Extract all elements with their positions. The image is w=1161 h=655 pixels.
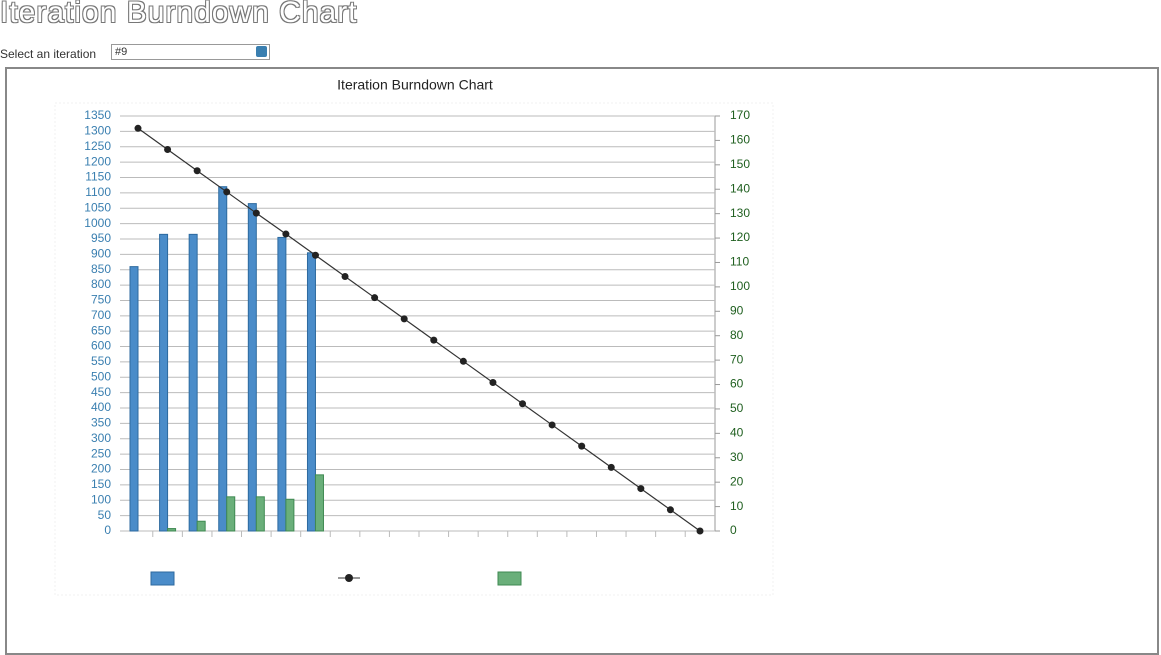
- y2-tick-label: 90: [730, 303, 744, 317]
- y2-tick-label: 130: [730, 206, 750, 220]
- y-tick-label: 1100: [85, 185, 111, 199]
- line-point: [430, 336, 438, 344]
- line-point: [548, 421, 556, 429]
- line-point: [489, 379, 497, 387]
- y-tick-label: 1000: [84, 216, 111, 230]
- line-point: [193, 167, 201, 175]
- y-tick-label: 100: [91, 492, 111, 506]
- line-point: [696, 527, 704, 535]
- line-point: [134, 124, 142, 132]
- y-tick-label: 1150: [85, 170, 111, 184]
- select-label: Select an iteration: [0, 47, 97, 61]
- line-point: [459, 357, 467, 365]
- y-tick-label: 350: [91, 416, 111, 430]
- line-point: [311, 251, 319, 259]
- line-point: [666, 506, 674, 514]
- bar: [226, 496, 236, 532]
- y2-tick-label: 70: [730, 352, 744, 366]
- y-tick-label: 1350: [84, 108, 111, 122]
- line-point: [223, 188, 231, 196]
- y-tick-label: 650: [91, 323, 111, 337]
- y-tick-label: 550: [91, 354, 111, 368]
- y-tick-label: 700: [91, 308, 111, 322]
- line-point: [252, 209, 260, 217]
- y-tick-label: 1200: [84, 154, 111, 168]
- y2-tick-label: 150: [730, 157, 750, 171]
- bar: [247, 203, 257, 532]
- y-tick-label: 950: [91, 231, 111, 245]
- y-tick-label: 150: [91, 477, 111, 491]
- bar: [306, 252, 316, 532]
- y-tick-label: 750: [91, 293, 111, 307]
- ideal-line: [137, 127, 701, 532]
- bar: [167, 528, 177, 532]
- bar: [218, 186, 228, 532]
- y2-tick-label: 30: [730, 450, 744, 464]
- y2-tick-label: 40: [730, 426, 744, 440]
- bar: [129, 266, 139, 532]
- y-tick-label: 200: [91, 462, 111, 476]
- y-tick-label: 300: [91, 431, 111, 445]
- chart-frame: [5, 67, 1159, 655]
- y-tick-label: 900: [91, 247, 111, 261]
- y-tick-label: 450: [91, 385, 111, 399]
- y2-tick-label: 140: [730, 181, 750, 195]
- bar: [159, 233, 169, 532]
- select-button[interactable]: [256, 46, 267, 57]
- y-tick-label: 1300: [84, 124, 111, 138]
- bar: [277, 236, 287, 532]
- line-point: [637, 485, 645, 493]
- y2-tick-label: 120: [730, 230, 750, 244]
- iteration-select[interactable]: #9: [111, 44, 270, 60]
- page-title: Iteration Burndown Chart: [0, 0, 358, 29]
- y2-tick-label: 10: [730, 499, 744, 513]
- bar: [196, 520, 206, 532]
- y-tick-label: 50: [98, 508, 112, 522]
- y-tick-label: 500: [91, 369, 111, 383]
- y-tick-label: 250: [91, 446, 111, 460]
- legend-swatch: [150, 571, 175, 586]
- y2-tick-label: 80: [730, 328, 744, 342]
- bar: [188, 233, 198, 532]
- line-point: [341, 272, 349, 280]
- line-point: [371, 294, 379, 302]
- y-tick-label: 400: [91, 400, 111, 414]
- chart-title: Iteration Burndown Chart: [337, 77, 493, 93]
- line-point: [400, 315, 408, 323]
- line-point: [282, 230, 290, 238]
- line-point: [607, 463, 615, 471]
- line-point: [519, 400, 527, 408]
- bar: [285, 498, 295, 532]
- y2-tick-label: 50: [730, 401, 744, 415]
- y-tick-label: 800: [91, 277, 111, 291]
- y2-tick-label: 110: [730, 255, 749, 269]
- y-tick-label: 850: [91, 262, 111, 276]
- y-tick-label: 1050: [84, 200, 111, 214]
- legend-swatch: [497, 571, 522, 586]
- bar: [255, 496, 265, 532]
- y2-tick-label: 0: [730, 523, 737, 537]
- y-tick-label: 0: [104, 523, 111, 537]
- legend-swatch: [345, 574, 353, 582]
- plot-background: [54, 102, 774, 596]
- y2-tick-label: 170: [730, 108, 750, 122]
- line-point: [164, 146, 172, 154]
- select-value: #9: [115, 46, 128, 58]
- y-tick-label: 600: [91, 339, 111, 353]
- y2-tick-label: 160: [730, 133, 750, 147]
- y2-tick-label: 20: [730, 474, 744, 488]
- y2-tick-label: 60: [730, 377, 744, 391]
- bar: [314, 474, 324, 532]
- y-tick-label: 1250: [84, 139, 111, 153]
- y2-tick-label: 100: [730, 279, 750, 293]
- line-point: [578, 442, 586, 450]
